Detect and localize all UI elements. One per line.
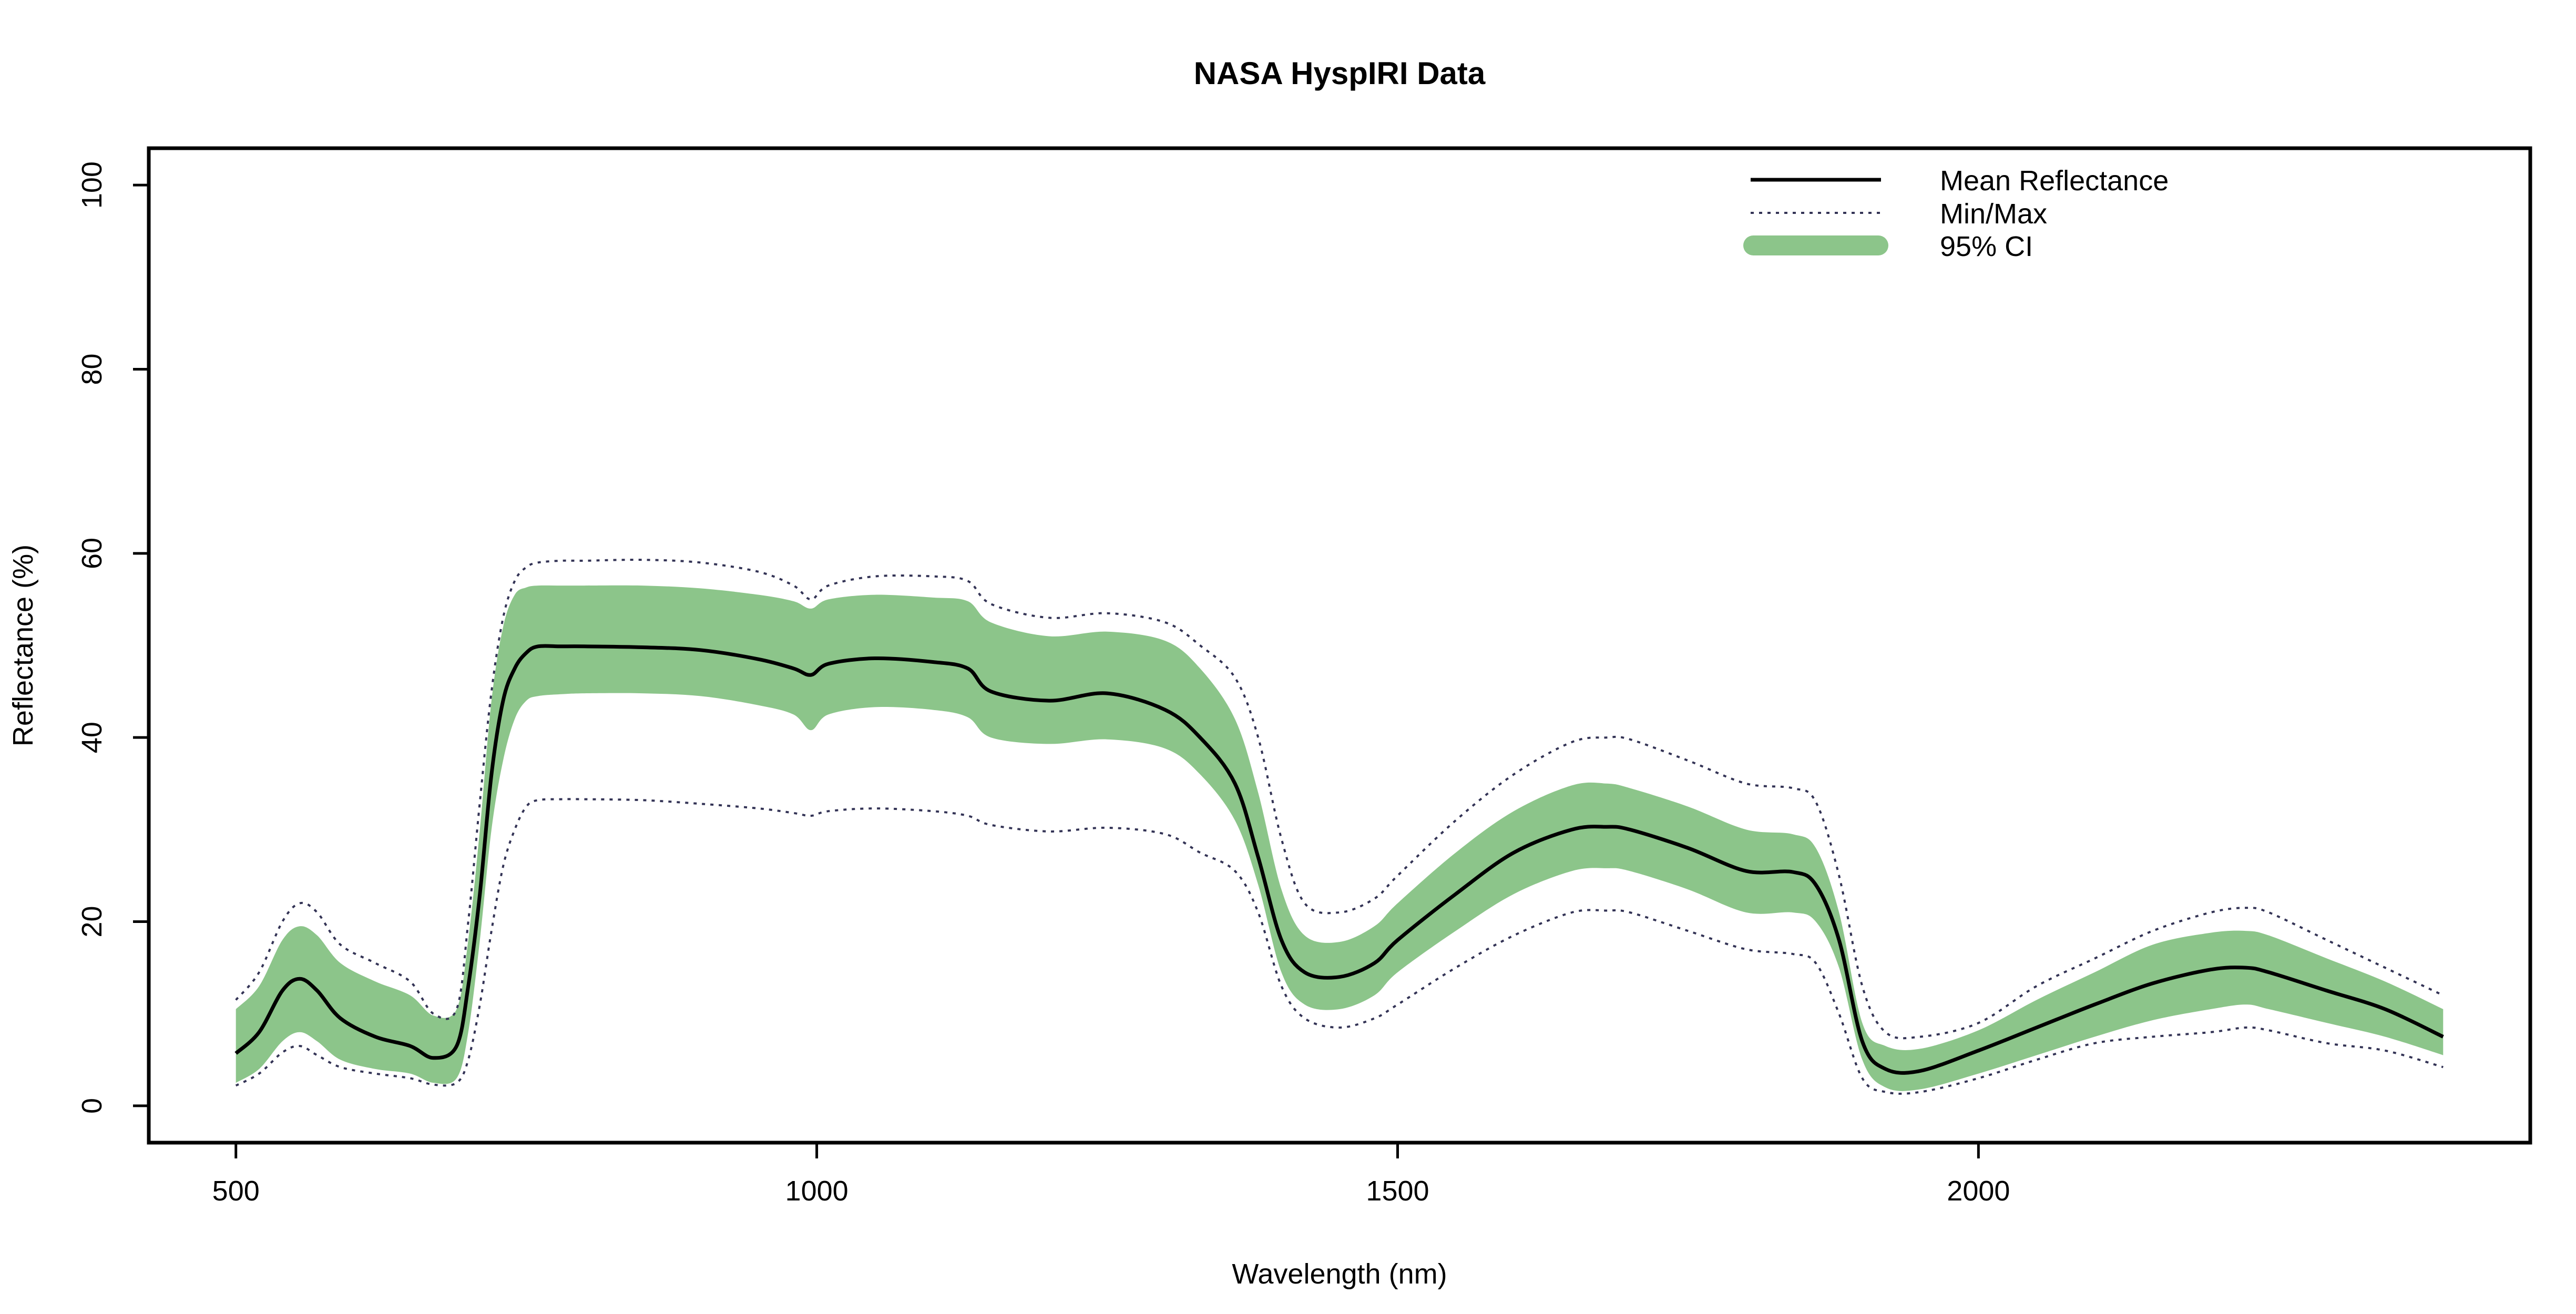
y-tick-label: 60 (76, 538, 108, 569)
x-tick-label: 2000 (1947, 1175, 2010, 1207)
plot-frame (147, 146, 2532, 1145)
y-axis-label: Reflectance (%) (7, 545, 39, 746)
plot-area (234, 558, 2444, 1095)
mean-reflectance-line (234, 644, 2444, 1075)
y-tick-label: 0 (76, 1098, 108, 1114)
legend-ci-label: 95% CI (1940, 231, 2033, 262)
y-axis: 0 20 40 60 80 100 (76, 161, 149, 1114)
ci-band (236, 585, 2444, 1091)
y-tick-label: 40 (76, 722, 108, 753)
y-tick-label: 20 (76, 906, 108, 938)
legend: Mean Reflectance Min/Max 95% CI (1743, 165, 2169, 262)
x-tick-label: 1000 (785, 1175, 849, 1207)
legend-minmax-label: Min/Max (1940, 198, 2047, 230)
x-tick-label: 500 (212, 1175, 260, 1207)
y-tick-label: 100 (76, 161, 108, 209)
x-axis-label: Wavelength (nm) (1232, 1258, 1447, 1290)
chart-title: NASA HyspIRI Data (1194, 56, 1486, 91)
y-tick-label: 80 (76, 353, 108, 385)
x-tick-label: 1500 (1366, 1175, 1429, 1207)
legend-mean-label: Mean Reflectance (1940, 165, 2169, 197)
x-axis: 500 1000 1500 2000 (212, 1143, 2010, 1207)
